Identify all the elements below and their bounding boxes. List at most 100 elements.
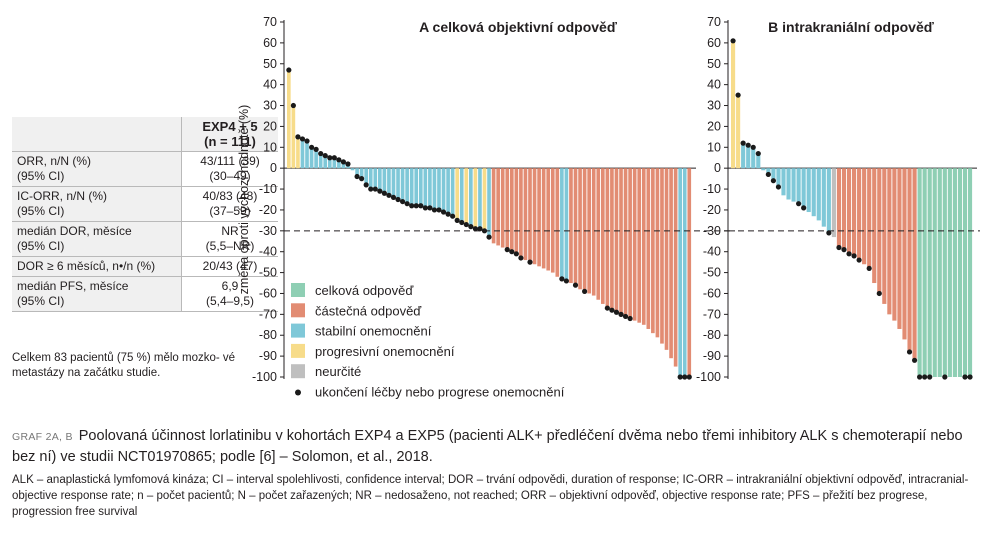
discontinued-marker	[290, 102, 296, 109]
discontinued-marker	[436, 207, 442, 213]
bar	[473, 168, 478, 229]
discontinued-marker	[286, 67, 292, 73]
bar	[892, 168, 897, 321]
bar	[509, 168, 514, 252]
bar	[917, 168, 922, 377]
y-tick-label: 70	[707, 15, 721, 29]
caption-text: Poolovaná účinnost lorlatinibu v kohortá…	[12, 428, 963, 465]
row-label: medián DOR, měsíce (95% CI)	[12, 221, 182, 257]
discontinued-marker	[518, 255, 524, 261]
y-tick-label: 0	[270, 161, 277, 175]
discontinued-marker	[775, 184, 782, 190]
discontinued-marker	[322, 153, 328, 159]
bar	[766, 168, 771, 175]
y-tick-label: -100	[252, 370, 277, 384]
discontinued-marker	[876, 290, 882, 297]
bar	[387, 168, 391, 196]
bar	[862, 168, 867, 265]
brain-metastases-note: Celkem 83 pacientů (75 %) mělo mozko- vé…	[12, 352, 236, 379]
y-tick-label: -30	[703, 224, 721, 238]
bar	[287, 70, 291, 169]
bar	[937, 168, 942, 377]
discontinued-marker	[917, 374, 923, 380]
y-tick-label: -60	[703, 286, 721, 300]
bar	[962, 168, 968, 377]
discontinued-marker	[409, 203, 415, 209]
discontinued-marker	[318, 150, 324, 157]
legend-label: progresivní onemocnění	[315, 344, 455, 359]
discontinued-marker	[613, 309, 620, 315]
bar	[687, 168, 692, 377]
discontinued-marker	[395, 196, 401, 203]
discontinued-marker	[841, 247, 847, 253]
bar	[806, 168, 811, 213]
bar	[355, 168, 359, 177]
bar	[482, 168, 487, 231]
bar	[669, 168, 673, 359]
bar	[487, 168, 491, 238]
discontinued-marker	[454, 217, 460, 223]
y-tick-label: 50	[263, 57, 277, 71]
bar	[532, 168, 537, 265]
bar	[478, 168, 482, 229]
bar	[318, 153, 323, 169]
discontinued-marker	[468, 224, 474, 230]
bar	[391, 168, 396, 198]
discontinued-marker	[463, 221, 469, 228]
y-tick-label: -70	[259, 307, 277, 321]
discontinued-marker	[618, 311, 624, 317]
bar	[796, 168, 801, 204]
bar	[560, 168, 564, 279]
y-tick-label: -40	[259, 245, 277, 259]
header-line-1: EXP4 + 5	[202, 119, 258, 134]
bar	[573, 168, 578, 286]
discontinued-marker	[299, 136, 306, 142]
row-label: DOR ≥ 6 měsíců, n•/n (%)	[12, 256, 182, 277]
bar	[776, 168, 781, 187]
bar	[741, 143, 746, 169]
discontinued-marker	[604, 305, 610, 311]
bar	[323, 155, 328, 169]
discontinued-marker	[846, 251, 852, 257]
bar	[441, 168, 446, 213]
chart-title-b: B intrakraniální odpověď	[768, 19, 935, 35]
discontinued-marker	[504, 247, 510, 253]
bar	[550, 168, 555, 273]
bar	[327, 157, 332, 169]
bar	[902, 168, 907, 340]
y-tick-label: 0	[714, 161, 721, 175]
summary-table-corner	[12, 117, 182, 152]
bar	[887, 168, 892, 315]
bar	[432, 168, 437, 210]
discontinued-marker	[609, 307, 615, 313]
row-value: 40/83 (48) (37–59)	[181, 186, 278, 222]
header-line-2: (n = 111)	[204, 134, 256, 149]
bar	[446, 168, 450, 215]
y-tick-label: 40	[263, 78, 277, 92]
bar	[382, 168, 387, 194]
summary-row-pfs: medián PFS, měsíce (95% CI) 6,9 (5,4–9,5)	[12, 276, 278, 312]
discontinued-marker	[509, 249, 515, 255]
bar	[932, 168, 937, 377]
discontinued-marker	[381, 190, 387, 196]
bar	[614, 168, 619, 313]
y-tick-label: -40	[703, 245, 721, 259]
discontinued-marker	[755, 150, 761, 157]
bar	[831, 168, 836, 238]
bar	[678, 168, 682, 377]
bar	[469, 168, 473, 227]
y-tick-label: 70	[263, 15, 277, 29]
discontinued-marker	[927, 374, 933, 380]
bar	[897, 168, 902, 329]
discontinued-marker	[922, 374, 928, 380]
discontinued-marker	[399, 198, 406, 205]
discontinued-marker	[354, 173, 360, 180]
discontinued-marker	[962, 374, 968, 380]
y-tick-label: 10	[263, 140, 277, 154]
row-value: 20/43 (47)	[181, 256, 278, 277]
bar	[418, 168, 423, 206]
bar	[378, 168, 382, 192]
y-tick-label: -20	[703, 203, 721, 217]
bar	[541, 168, 546, 269]
discontinued-marker	[345, 161, 351, 167]
